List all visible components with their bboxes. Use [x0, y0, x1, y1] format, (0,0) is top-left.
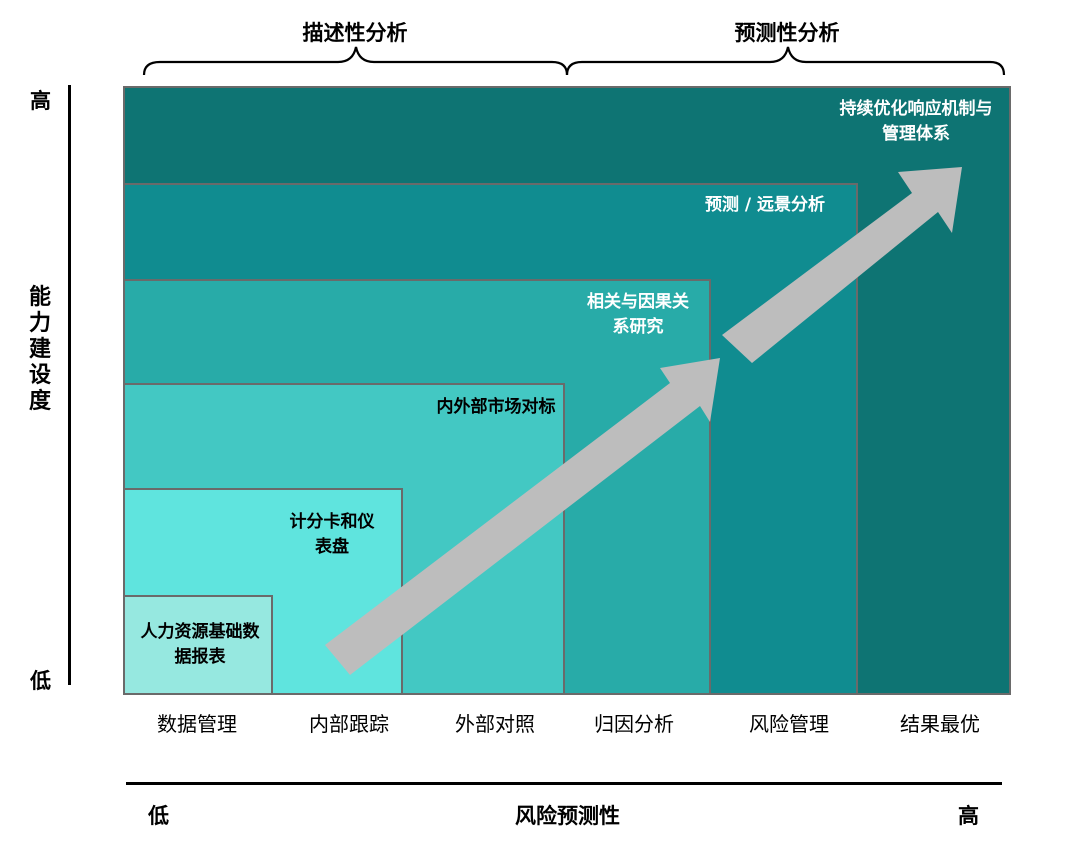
- top-braces: [142, 46, 1006, 76]
- category-2: 内部跟踪: [309, 712, 389, 736]
- stage-label-1: 人力资源基础数据报表: [140, 622, 260, 667]
- stage-box-1: [123, 595, 273, 695]
- category-4: 归因分析: [594, 712, 674, 736]
- arrow-shape: [325, 358, 720, 675]
- descriptive-brace: [142, 46, 569, 76]
- y-axis-title: 能力建设度: [28, 285, 51, 414]
- category-5: 风险管理: [749, 712, 829, 736]
- x-axis-low-label: 低: [148, 804, 169, 828]
- y-axis-high-label: 高: [30, 89, 51, 113]
- predictive-brace: [565, 46, 1006, 76]
- stage-label-5: 预测 / 远景分析: [704, 195, 826, 215]
- x-axis-high-label: 高: [958, 804, 979, 828]
- stage-label-6: 持续优化响应机制与管理体系: [839, 99, 993, 144]
- category-6: 结果最优: [900, 712, 980, 736]
- category-1: 数据管理: [157, 712, 237, 736]
- descriptive-analysis-label: 描述性分析: [302, 21, 408, 45]
- stage-label-2: 计分卡和仪表盘: [289, 512, 375, 557]
- y-axis-line: [68, 85, 71, 685]
- predictive-analysis-label: 预测性分析: [734, 21, 840, 45]
- arrow-shape-upper: [722, 167, 962, 363]
- stage-label-4: 相关与因果关系研究: [587, 292, 689, 337]
- x-axis-line: [126, 782, 1002, 785]
- y-axis-low-label: 低: [30, 669, 51, 693]
- x-axis-title: 风险预测性: [515, 804, 620, 828]
- stage-label-3: 内外部市场对标: [436, 397, 556, 417]
- category-3: 外部对照: [455, 712, 535, 736]
